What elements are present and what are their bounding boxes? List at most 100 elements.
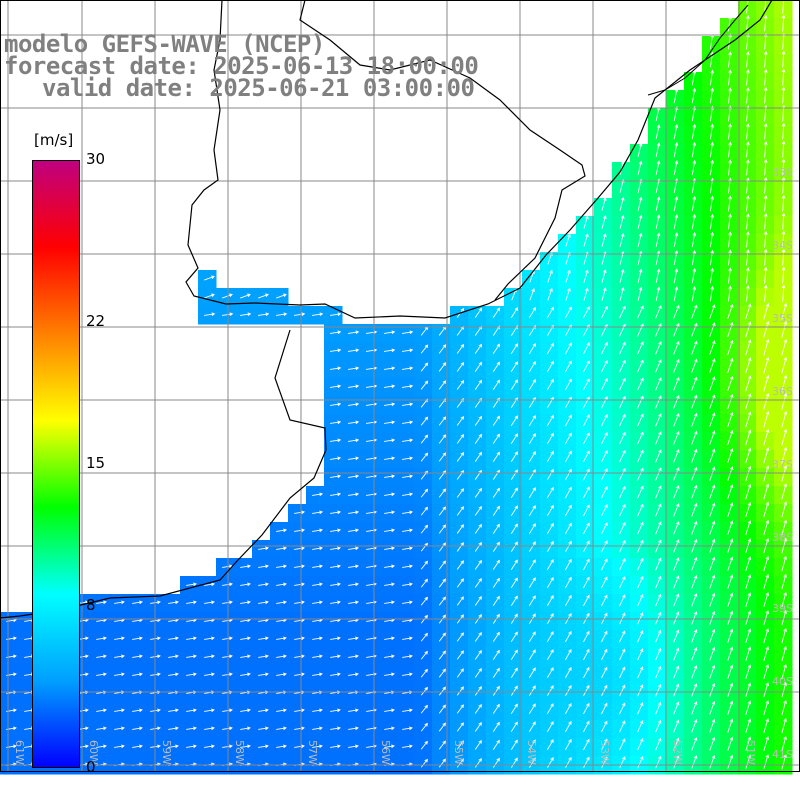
wind-arrow [114,672,125,677]
wind-arrow [420,722,428,732]
wind-arrow [691,123,697,140]
wind-arrow [673,268,679,284]
wind-arrow [637,413,644,427]
wind-arrow [420,362,429,372]
wind-arrow [546,631,554,643]
wind-arrow [564,558,572,571]
wind-arrow [510,757,518,768]
wind-arrow [601,215,607,229]
wind-arrow [204,582,215,587]
wind-arrow [619,684,626,697]
wind-arrow [763,410,770,428]
wind-arrow [728,123,732,140]
wind-arrow [763,284,768,302]
wind-arrow [546,667,554,679]
wind-arrow [438,416,447,426]
wind-arrow [348,744,359,749]
wind-arrow [781,50,786,68]
wind-arrow [745,429,752,446]
wind-arrow [528,577,536,589]
wind-arrow [691,394,698,409]
wind-arrow [709,213,715,230]
wind-arrow [618,341,626,355]
wind-arrow [276,708,287,713]
wind-arrow [691,719,698,733]
wind-arrow [601,558,608,571]
wind-arrow [709,195,715,212]
wind-arrow [564,738,572,751]
wind-arrow [258,564,269,569]
wind-arrow [746,267,750,284]
wind-arrow [330,582,341,587]
wind-arrow [763,212,768,230]
wind-arrow [258,293,269,299]
wind-arrow [727,448,734,464]
wind-arrow [691,755,698,769]
wind-arrow [186,744,197,749]
wind-arrow [96,654,107,659]
wind-arrow [745,700,752,716]
wind-arrow [330,672,341,677]
wind-arrow [709,340,716,356]
wind-arrow [619,576,626,589]
wind-arrow [258,546,269,551]
wind-arrow [564,756,572,769]
wind-arrow [582,396,590,409]
wind-arrow [276,546,287,551]
wind-arrow [709,304,716,320]
wind-arrow [619,196,625,211]
wind-arrow [438,632,446,642]
wind-arrow [709,502,716,517]
wind-arrow [583,215,589,229]
latitude-label: 41S [772,748,793,761]
wind-arrow [348,438,360,443]
wind-arrow [492,469,500,480]
wind-arrow [258,582,269,587]
wind-arrow [727,375,734,392]
wind-arrow [384,438,396,443]
wind-arrow [781,212,786,230]
latitude-label: 40S [772,675,793,688]
wind-arrow [402,654,413,659]
wind-arrow [582,432,590,445]
wind-arrow [763,610,770,626]
wind-arrow [727,430,734,446]
wind-arrow [456,452,465,462]
wind-arrow [294,654,305,659]
wind-arrow [691,376,698,391]
wind-arrow [673,431,680,445]
wind-arrow [546,378,554,391]
longitude-label: 60W [87,740,100,765]
wind-arrow [781,68,786,86]
longitude-label: 58W [233,740,246,765]
wind-arrow [510,685,518,696]
wind-arrow [727,520,734,536]
wind-arrow [781,699,787,716]
wind-arrow [330,474,342,479]
wind-arrow [582,378,590,391]
wind-arrow [728,213,732,230]
wind-arrow [384,456,396,461]
wind-arrow [330,636,341,641]
wind-arrow [619,268,625,283]
wind-arrow [330,528,342,533]
wind-arrow [691,520,698,535]
wind-arrow [222,744,233,749]
wind-arrow [402,600,413,605]
wind-arrow [114,600,125,605]
wind-arrow [474,343,483,354]
wind-arrow [546,432,554,445]
wind-arrow [276,293,287,299]
wind-arrow [348,564,359,569]
wind-arrow [781,645,787,662]
wind-arrow [186,600,197,605]
wind-arrow [294,582,305,587]
wind-arrow [727,357,734,374]
wind-arrow [96,672,107,677]
colorbar [32,160,80,768]
wind-arrow [727,592,734,607]
wind-arrow [168,744,179,749]
wind-arrow [655,719,662,733]
wind-arrow [348,402,360,407]
wind-arrow [709,628,716,643]
